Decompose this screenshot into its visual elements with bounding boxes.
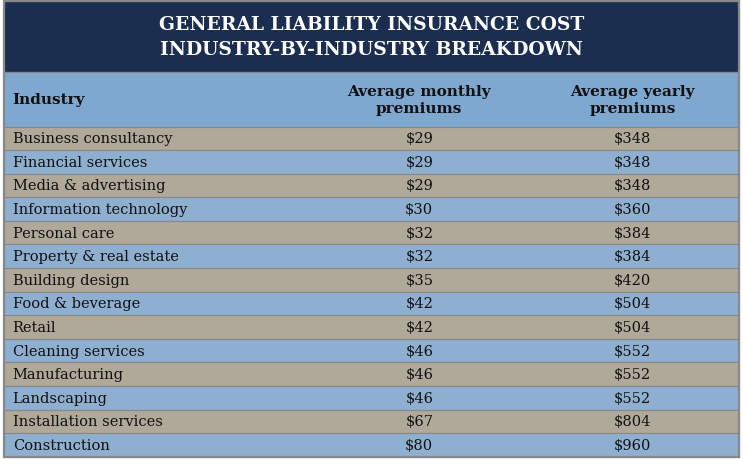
Bar [4, 339, 739, 363]
Text: $384: $384 [614, 250, 652, 263]
Bar [4, 363, 739, 386]
Text: $420: $420 [614, 273, 652, 287]
Text: Food & beverage: Food & beverage [13, 297, 140, 311]
Text: Retail: Retail [13, 320, 56, 334]
Text: Average monthly
premiums: Average monthly premiums [348, 84, 491, 116]
Text: Financial services: Financial services [13, 156, 147, 169]
Bar [4, 127, 739, 151]
Bar [4, 2, 739, 73]
Text: $32: $32 [406, 250, 433, 263]
Text: $46: $46 [406, 344, 433, 358]
Text: $504: $504 [614, 297, 652, 311]
Bar [4, 409, 739, 433]
Text: Cleaning services: Cleaning services [13, 344, 144, 358]
Text: $29: $29 [406, 132, 433, 146]
Bar [4, 221, 739, 245]
Bar [4, 151, 739, 174]
Text: Landscaping: Landscaping [13, 391, 108, 405]
Text: $42: $42 [406, 297, 433, 311]
Text: $32: $32 [406, 226, 433, 240]
Text: $29: $29 [406, 156, 433, 169]
Text: GENERAL LIABILITY INSURANCE COST
INDUSTRY-BY-INDUSTRY BREAKDOWN: GENERAL LIABILITY INSURANCE COST INDUSTR… [159, 17, 584, 59]
Text: Business consultancy: Business consultancy [13, 132, 172, 146]
Text: $348: $348 [614, 179, 652, 193]
Text: $35: $35 [406, 273, 433, 287]
Bar [4, 174, 739, 198]
Bar [4, 198, 739, 221]
Text: Information technology: Information technology [13, 202, 187, 217]
Text: $67: $67 [406, 414, 433, 428]
Text: $46: $46 [406, 367, 433, 381]
Text: Property & real estate: Property & real estate [13, 250, 178, 263]
Text: Personal care: Personal care [13, 226, 114, 240]
Text: $348: $348 [614, 132, 652, 146]
Bar [4, 73, 739, 127]
Text: $552: $552 [614, 367, 651, 381]
Text: $348: $348 [614, 156, 652, 169]
Bar [4, 245, 739, 269]
Text: $46: $46 [406, 391, 433, 405]
Bar [4, 269, 739, 292]
Text: Industry: Industry [13, 93, 85, 107]
Text: $80: $80 [405, 438, 433, 452]
Text: Building design: Building design [13, 273, 129, 287]
Text: $384: $384 [614, 226, 652, 240]
Text: $360: $360 [614, 202, 652, 217]
Text: Media & advertising: Media & advertising [13, 179, 165, 193]
Bar [4, 292, 739, 315]
Text: $504: $504 [614, 320, 652, 334]
Text: $29: $29 [406, 179, 433, 193]
Bar [4, 433, 739, 457]
Bar [4, 386, 739, 409]
Text: $552: $552 [614, 344, 651, 358]
Text: Construction: Construction [13, 438, 109, 452]
Text: $30: $30 [405, 202, 433, 217]
Text: $804: $804 [614, 414, 652, 428]
Bar [4, 315, 739, 339]
Text: Manufacturing: Manufacturing [13, 367, 123, 381]
Text: Average yearly
premiums: Average yearly premiums [571, 84, 695, 116]
Text: $42: $42 [406, 320, 433, 334]
Text: Installation services: Installation services [13, 414, 163, 428]
Text: $552: $552 [614, 391, 651, 405]
Text: $960: $960 [614, 438, 652, 452]
